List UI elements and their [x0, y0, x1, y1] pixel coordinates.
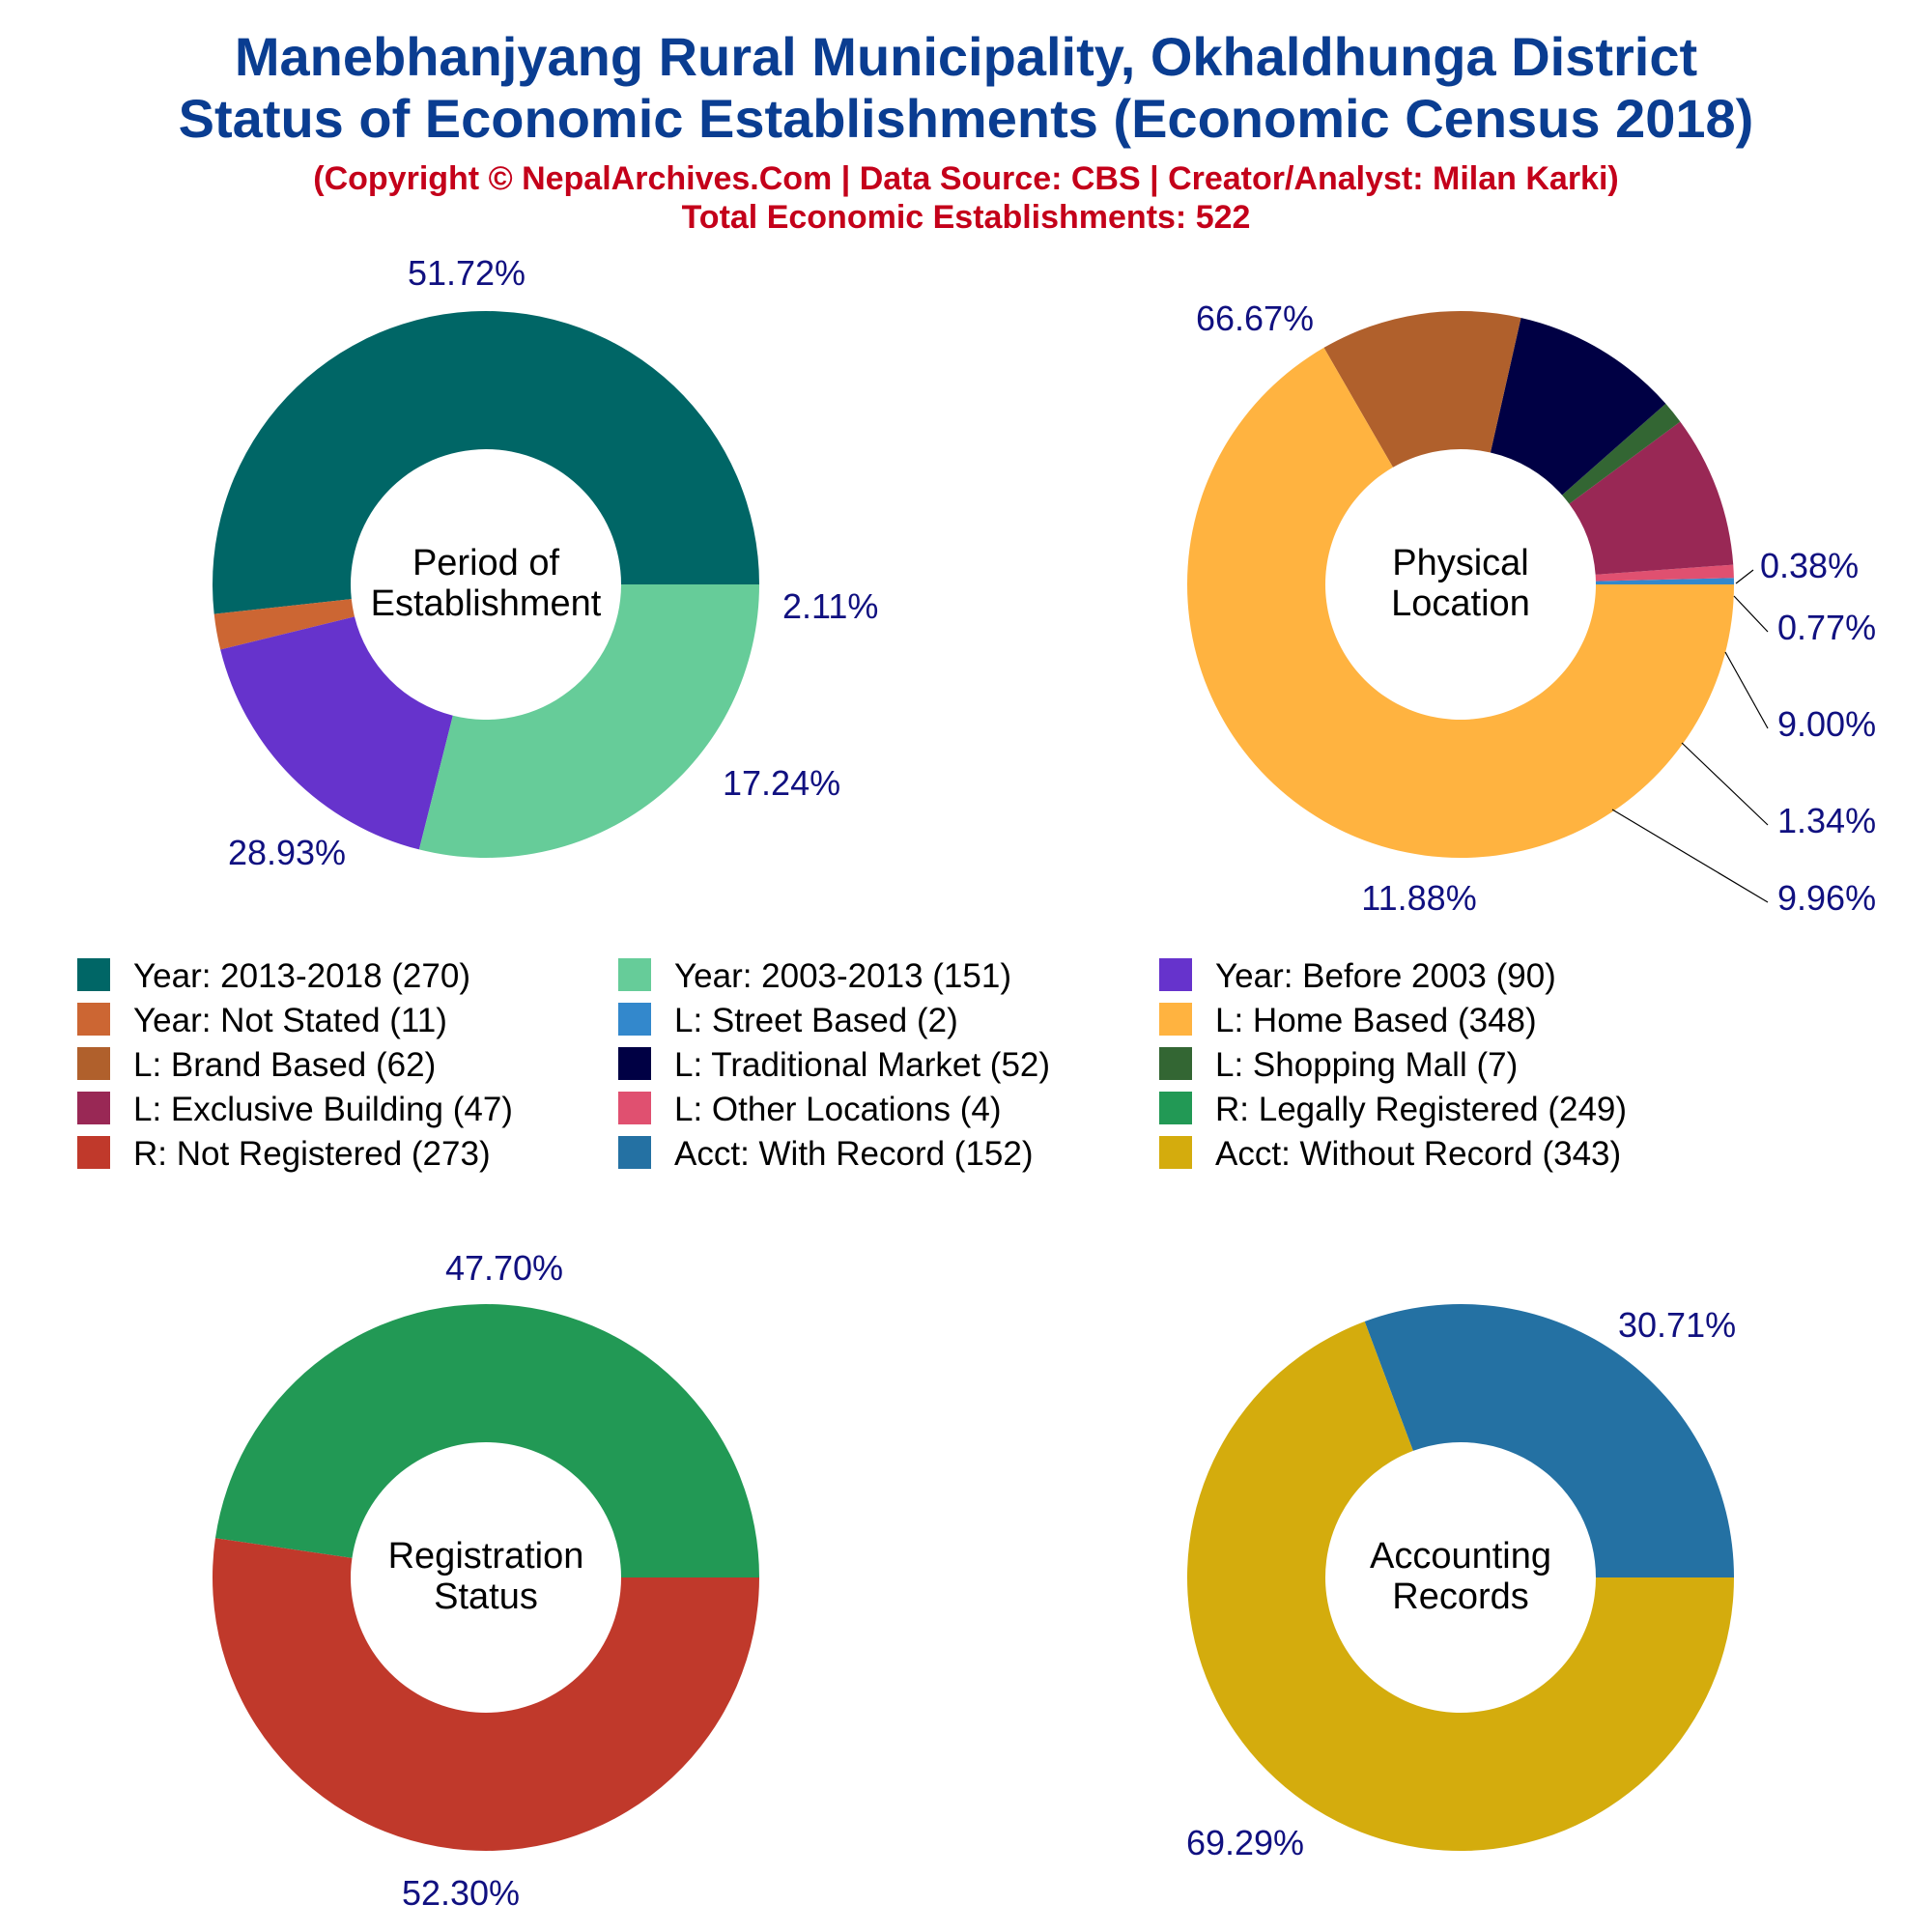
legend-swatch-l-other-locations-4	[618, 1092, 651, 1124]
slice-r-not-registered	[213, 1538, 760, 1851]
pct-label-year-before-2003: 17.24%	[723, 763, 840, 803]
legend: Year: 2013-2018 (270) Year: 2003-2013 (15…	[77, 957, 1627, 1173]
slice-l-exclusive-building	[1569, 421, 1734, 575]
center-label-line2: Records	[1392, 1577, 1529, 1617]
legend-label-l-traditional-market-52: L: Traditional Market (52)	[674, 1046, 1050, 1084]
pct-label-r-legally-registered: 47.70%	[445, 1248, 563, 1288]
center-label-line2: Establishment	[371, 583, 602, 624]
center-label-line2: Status	[434, 1577, 538, 1617]
legend-swatch-l-brand-based-62	[77, 1047, 110, 1080]
legend-swatch-r-legally-registered-249	[1159, 1092, 1192, 1124]
leader-line-l-traditional-market	[1611, 809, 1769, 903]
donut-physical-location: 0.38% 0.77% 9.00% 1.34% 9.96% 11.88% 66.67% Phy…	[1187, 298, 1876, 918]
leader-line-l-street-based	[1735, 569, 1754, 584]
slice-l-shopping-mall	[1562, 403, 1681, 504]
legend-label-l-brand-based-62: L: Brand Based (62)	[133, 1046, 436, 1084]
center-label-line1: Accounting	[1370, 1536, 1551, 1577]
legend-label-year-not-stated-11: Year: Not Stated (11)	[133, 1002, 447, 1039]
legend-label-year-2003-2013-151: Year: 2003-2013 (151)	[674, 957, 1011, 995]
legend-label-l-other-locations-4: L: Other Locations (4)	[674, 1091, 1002, 1128]
legend-label-l-exclusive-building-47: L: Exclusive Building (47)	[133, 1091, 513, 1128]
legend-swatch-year-2013-2018-270	[77, 958, 110, 991]
leader-line-l-exclusive-building	[1724, 651, 1769, 729]
pct-label-year-2003-2013: 28.93%	[228, 833, 346, 872]
legend-label-acct-with-record-152: Acct: With Record (152)	[674, 1135, 1034, 1173]
legend-label-acct-without-record-343: Acct: Without Record (343)	[1215, 1135, 1621, 1173]
legend-swatch-l-shopping-mall-7	[1159, 1047, 1192, 1080]
legend-swatch-year-not-stated-11	[77, 1003, 110, 1036]
slice-year-not-stated	[213, 599, 355, 650]
center-label-line1: Physical	[1392, 543, 1529, 583]
legend-swatch-l-traditional-market-52	[618, 1047, 651, 1080]
legend-swatch-acct-with-record-152	[618, 1136, 651, 1169]
chart-total: Total Economic Establishments: 522	[682, 199, 1251, 236]
legend-label-year-2013-2018-270: Year: 2013-2018 (270)	[133, 957, 470, 995]
slice-acct-with-record	[1364, 1304, 1734, 1577]
pct-label-acct-with-record: 30.71%	[1618, 1305, 1736, 1345]
slice-l-other-locations	[1595, 564, 1734, 582]
center-label-line2: Location	[1391, 583, 1530, 624]
center-label-line1: Registration	[388, 1536, 584, 1577]
slice-l-brand-based	[1323, 311, 1521, 468]
slice-l-home-based	[1187, 347, 1734, 859]
legend-swatch-year-before-2003-90	[1159, 958, 1192, 991]
legend-label-l-shopping-mall-7: L: Shopping Mall (7)	[1215, 1046, 1518, 1084]
legend-label-r-legally-registered-249: R: Legally Registered (249)	[1215, 1091, 1627, 1128]
center-label-line1: Period of	[412, 543, 560, 583]
slice-year-2003-2013	[418, 584, 759, 858]
chart-title-line1: Manebhanjyang Rural Municipality, Okhald…	[235, 26, 1697, 87]
chart-title-line2: Status of Economic Establishments (Econo…	[179, 88, 1754, 149]
pct-label-l-other-locations: 0.77%	[1777, 608, 1876, 647]
donut-period-of-establishment: 51.72% 2.11% 17.24% 28.93% Period ofEstablis…	[213, 253, 878, 872]
legend-swatch-l-exclusive-building-47	[77, 1092, 110, 1124]
slice-l-street-based	[1595, 578, 1734, 584]
pct-label-l-shopping-mall: 1.34%	[1777, 801, 1876, 840]
leader-line-l-shopping-mall	[1681, 742, 1769, 826]
pct-label-l-street-based: 0.38%	[1760, 546, 1859, 585]
pct-label-l-exclusive-building: 9.00%	[1777, 704, 1876, 744]
legend-swatch-year-2003-2013-151	[618, 958, 651, 991]
slice-l-traditional-market	[1490, 317, 1666, 496]
pct-label-year-2013-2018: 51.72%	[408, 253, 526, 293]
leader-line-l-other-locations	[1733, 595, 1769, 633]
slice-acct-without-record	[1186, 1321, 1734, 1851]
slice-r-legally-registered	[214, 1303, 759, 1577]
pct-label-year-not-stated: 2.11%	[782, 586, 878, 626]
pct-label-l-home-based: 66.67%	[1196, 298, 1314, 338]
legend-swatch-l-home-based-348	[1159, 1003, 1192, 1036]
legend-label-l-street-based-2: L: Street Based (2)	[674, 1002, 958, 1039]
legend-label-r-not-registered-273: R: Not Registered (273)	[133, 1135, 491, 1173]
legend-label-l-home-based-348: L: Home Based (348)	[1215, 1002, 1537, 1039]
legend-swatch-l-street-based-2	[618, 1003, 651, 1036]
pct-label-r-not-registered: 52.30%	[402, 1873, 520, 1913]
legend-swatch-r-not-registered-273	[77, 1136, 110, 1169]
legend-label-year-before-2003-90: Year: Before 2003 (90)	[1215, 957, 1556, 995]
legend-swatch-acct-without-record-343	[1159, 1136, 1192, 1169]
pct-label-l-traditional-market: 9.96%	[1777, 878, 1876, 918]
chart-subtitle: (Copyright © NepalArchives.Com | Data So…	[313, 160, 1618, 197]
slice-year-2013-2018	[213, 311, 759, 614]
pct-label-acct-without-record: 69.29%	[1186, 1823, 1304, 1862]
pct-label-l-brand-based: 11.88%	[1361, 878, 1476, 918]
slice-year-before-2003	[220, 616, 453, 850]
